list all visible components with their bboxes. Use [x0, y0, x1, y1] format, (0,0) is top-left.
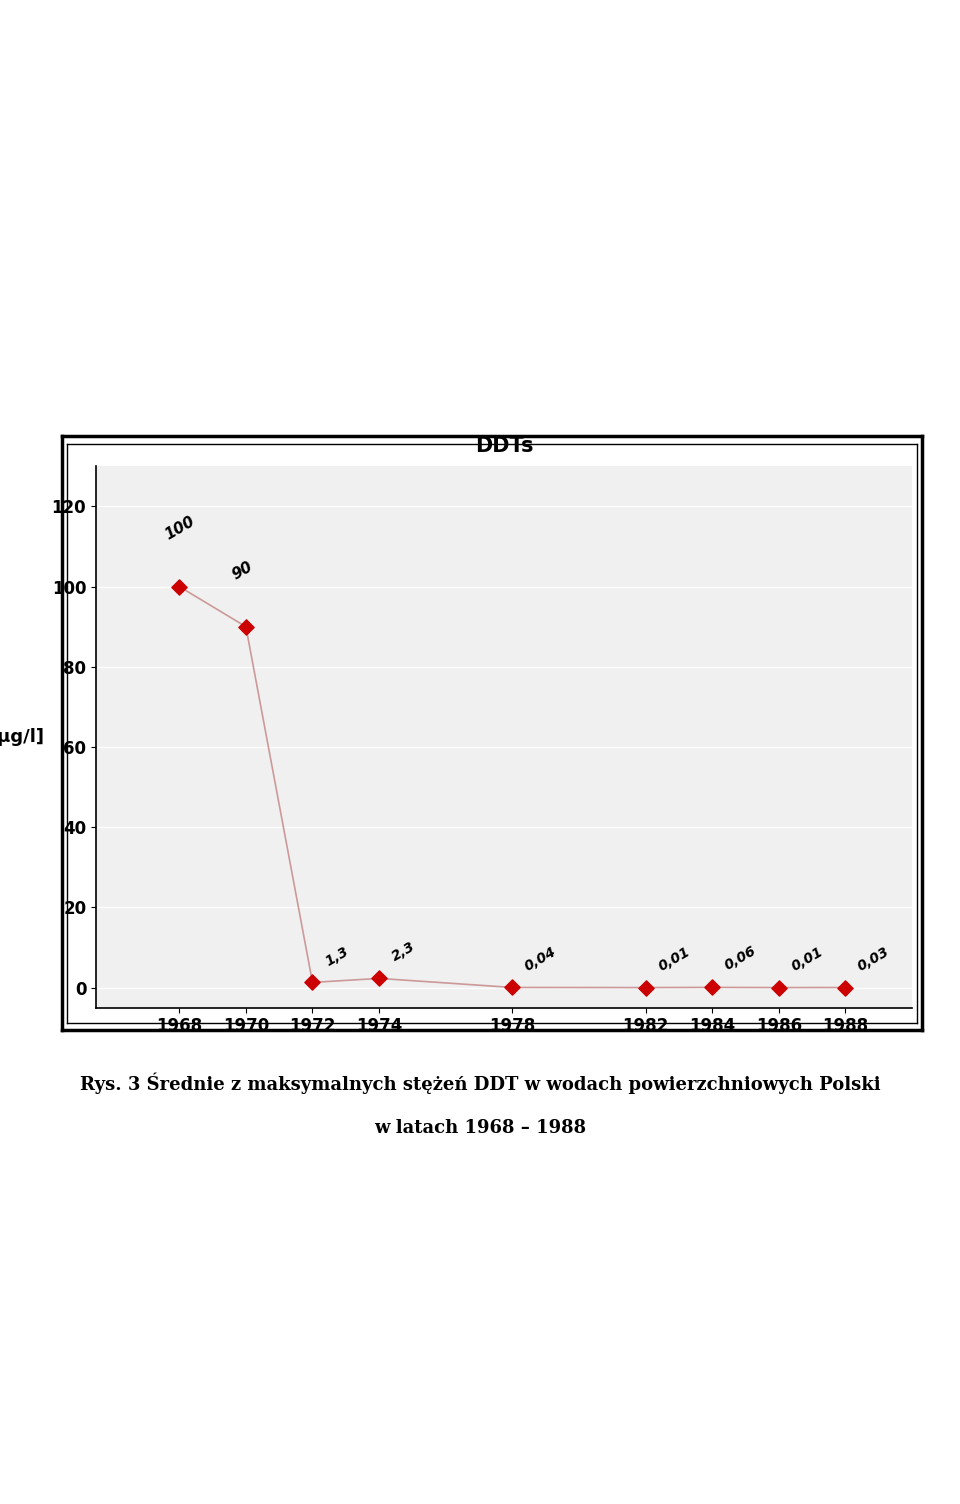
Text: Rys. 3 Średnie z maksymalnych stężeń DDT w wodach powierzchniowych Polski: Rys. 3 Średnie z maksymalnych stężeń DDT…: [80, 1072, 880, 1093]
Text: 0,01: 0,01: [656, 945, 692, 973]
Text: 0,01: 0,01: [789, 945, 826, 973]
Y-axis label: [µg/l]: [µg/l]: [0, 728, 44, 746]
Point: [637, 976, 653, 1000]
Text: w latach 1968 – 1988: w latach 1968 – 1988: [374, 1119, 586, 1137]
Text: 90: 90: [229, 559, 255, 582]
Text: 0,06: 0,06: [722, 945, 758, 973]
Point: [838, 976, 853, 1000]
Text: 1,3: 1,3: [323, 945, 350, 969]
Text: 0,04: 0,04: [522, 945, 559, 973]
Text: 2,3: 2,3: [389, 940, 418, 964]
Point: [305, 970, 321, 994]
Point: [172, 575, 187, 599]
Point: [238, 615, 253, 639]
Title: DDTs: DDTs: [475, 436, 533, 456]
Point: [771, 976, 786, 1000]
Text: 0,03: 0,03: [855, 945, 892, 973]
Text: 100: 100: [162, 513, 198, 543]
Point: [505, 976, 520, 1000]
Point: [372, 967, 387, 991]
Point: [705, 976, 720, 1000]
